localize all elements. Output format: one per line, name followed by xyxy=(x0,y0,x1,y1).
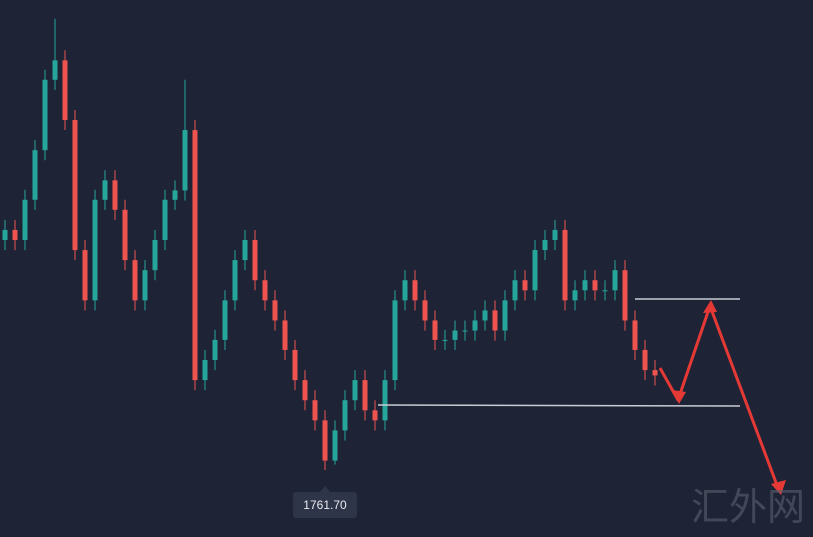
candle-body xyxy=(92,199,98,301)
candle-body xyxy=(442,339,448,341)
candle-body xyxy=(252,240,258,281)
candle-body xyxy=(52,60,58,80)
candle-body xyxy=(622,270,628,321)
candle-body xyxy=(432,320,438,340)
candle-body xyxy=(172,190,178,200)
candle-body xyxy=(112,180,118,210)
candle-body xyxy=(482,310,488,321)
candle-body xyxy=(82,250,88,301)
candle-body xyxy=(282,320,288,350)
candle-body xyxy=(392,300,398,381)
candle-body xyxy=(162,199,168,241)
support-line xyxy=(377,404,741,407)
forecast-line xyxy=(658,304,780,489)
candle-body xyxy=(542,240,548,251)
candle-body xyxy=(582,280,588,291)
candle-body xyxy=(372,410,378,421)
candle-body xyxy=(472,320,478,331)
candle-body xyxy=(452,330,458,340)
arrow-head xyxy=(672,390,686,404)
candles xyxy=(2,18,658,470)
candle-body xyxy=(302,380,308,401)
candle-body xyxy=(212,339,218,361)
candle-body xyxy=(242,240,248,261)
candle-body xyxy=(22,199,28,241)
candle-body xyxy=(602,290,608,292)
candle-body xyxy=(552,229,558,241)
candle-body xyxy=(102,180,108,200)
candle-body xyxy=(232,260,238,301)
candle-body xyxy=(492,310,498,331)
candle-body xyxy=(272,300,278,321)
watermark: 汇外网 xyxy=(691,485,805,529)
candle-body xyxy=(312,400,318,421)
candle-body xyxy=(42,79,48,151)
candle-body xyxy=(322,420,328,461)
candle-body xyxy=(652,370,658,376)
arrow-head xyxy=(703,300,717,313)
candle-body xyxy=(402,280,408,301)
forecast-path xyxy=(658,304,780,489)
candle-body xyxy=(12,229,18,241)
candle-body xyxy=(152,240,158,271)
candle-body xyxy=(612,270,618,291)
candle-body xyxy=(2,229,8,241)
candle-body xyxy=(572,290,578,301)
candle-body xyxy=(332,430,338,461)
candle-body xyxy=(642,349,648,371)
candle-body xyxy=(342,400,348,431)
candle-body xyxy=(62,60,68,121)
candle-body xyxy=(32,150,38,200)
candle-body xyxy=(632,320,638,350)
candle-body xyxy=(512,280,518,301)
candle-body xyxy=(292,349,298,381)
candle-body xyxy=(362,380,368,411)
candle-body xyxy=(142,270,148,301)
candle-body xyxy=(192,130,198,381)
candle-body xyxy=(562,229,568,301)
candle-body xyxy=(182,130,188,191)
candle-body xyxy=(462,330,468,332)
arrow-head xyxy=(771,480,786,495)
candle-body xyxy=(202,360,208,381)
candle-body xyxy=(132,260,138,301)
candle-body xyxy=(532,250,538,291)
candle-body xyxy=(422,300,428,321)
candle-body xyxy=(412,280,418,301)
label-box xyxy=(293,491,357,518)
candle-body xyxy=(122,209,128,261)
candle-body xyxy=(592,280,598,291)
label-pointer xyxy=(320,485,330,492)
price-label: 1761.70 xyxy=(293,485,357,518)
candle-body xyxy=(72,120,78,251)
candle-body xyxy=(262,280,268,301)
candle-body xyxy=(502,300,508,331)
candle-body xyxy=(352,380,358,401)
candle-body xyxy=(382,380,388,421)
candle-body xyxy=(222,300,228,340)
price-label-text: 1761.70 xyxy=(303,498,347,512)
candle-body xyxy=(522,280,528,291)
